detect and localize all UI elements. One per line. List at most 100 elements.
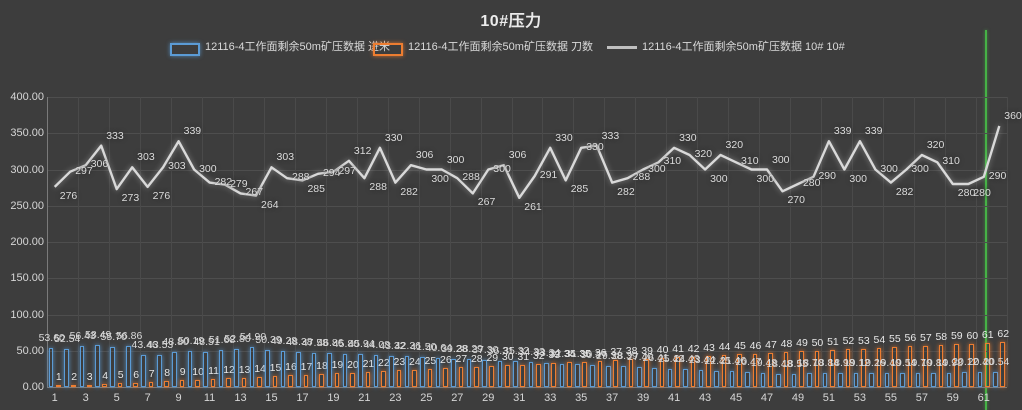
orange-bar <box>706 355 711 387</box>
blue-bar <box>296 351 301 387</box>
orange-bar <box>721 355 727 387</box>
blue-bar <box>574 364 580 387</box>
blue-bar <box>358 353 363 387</box>
blue-bar <box>373 355 379 387</box>
pressure-line-label: 300 <box>880 162 898 175</box>
blue-bar-label: 25.42 <box>657 352 685 365</box>
pressure-line-label: 273 <box>121 192 140 205</box>
legend-label-pressure-line: 12116-4工作面剩余50m矿压数据 10# 10# <box>642 41 845 53</box>
pressure-line-label: 276 <box>59 189 78 202</box>
blue-bar <box>652 367 657 387</box>
blue-bar-label: 47.58 <box>301 336 329 349</box>
v-gridline <box>139 97 141 387</box>
v-gridline <box>294 97 296 387</box>
orange-bar <box>783 352 789 387</box>
orange-bar <box>597 360 603 387</box>
legend-item-daoshu[interactable]: 12116-4工作面剩余50m矿压数据 刀数 <box>373 41 623 56</box>
blue-bar-label: 39.28 <box>441 342 468 355</box>
pressure-line-label: 297 <box>75 164 93 177</box>
orange-bar-label: 25 <box>424 354 437 367</box>
pressure-line-label: 280 <box>957 187 976 199</box>
x-axis-tick-label: 31 <box>513 392 526 404</box>
legend-swatch-line-icon <box>607 46 637 49</box>
blue-bar-label: 53.60 <box>38 332 65 345</box>
orange-bar-label: 4 <box>102 370 109 383</box>
pressure-line-label: 267 <box>245 186 264 199</box>
blue-bar-label: 32.35 <box>549 347 576 360</box>
orange-bar-label: 5 <box>117 369 124 382</box>
blue-bar-label: 18.84 <box>812 357 840 370</box>
orange-bar <box>396 370 402 387</box>
orange-bar-label: 48 <box>780 338 793 351</box>
blue-bar-label: 26.41 <box>642 351 669 364</box>
x-axis-tick-label: 5 <box>113 392 120 404</box>
blue-bar <box>605 365 611 387</box>
orange-bar-label: 14 <box>254 362 266 375</box>
blue-bar-label: 50.19 <box>177 334 205 347</box>
orange-bar-label: 43 <box>703 341 715 354</box>
v-gridline <box>945 97 947 387</box>
blue-bar <box>915 372 921 387</box>
blue-bar-label: 29.38 <box>596 349 623 362</box>
x-axis-tick-label: 17 <box>296 392 309 404</box>
orange-bar-label: 50 <box>811 336 824 349</box>
orange-bar-label: 27 <box>455 353 468 366</box>
orange-bar-label: 51 <box>827 336 839 349</box>
orange-bar-label: 42 <box>687 342 700 355</box>
orange-bar <box>628 359 634 387</box>
orange-bar <box>799 351 804 387</box>
y-axis-tick-label: 150.00 <box>10 272 44 285</box>
blue-bar-label: 34.33 <box>518 346 545 359</box>
v-gridline <box>883 97 885 387</box>
orange-bar-label: 38 <box>625 345 638 358</box>
orange-bar-label: 45 <box>734 340 746 353</box>
orange-bar-label: 57 <box>919 331 932 344</box>
pressure-line-label: 330 <box>384 131 403 144</box>
blue-bar-label: 40.64 <box>425 341 452 354</box>
x-axis-tick-label: 15 <box>265 392 278 404</box>
orange-bar-label: 13 <box>238 363 251 376</box>
orange-bar-label: 16 <box>285 361 297 374</box>
orange-bar-label: 61 <box>981 328 994 341</box>
orange-bar <box>752 353 758 387</box>
blue-bar-label: 49.28 <box>270 335 298 348</box>
x-axis-tick-label: 25 <box>420 392 433 404</box>
blue-bar-label: 20.40 <box>967 356 994 369</box>
blue-bar-label: 18.48 <box>766 357 793 370</box>
orange-bar <box>984 342 990 387</box>
blue-bar-label: 19.26 <box>859 357 886 370</box>
v-gridline <box>604 97 606 387</box>
blue-bar-label: 19.70 <box>905 356 932 369</box>
blue-bar <box>435 357 441 387</box>
v-gridline <box>511 97 513 387</box>
blue-bar <box>249 347 255 387</box>
blue-bar <box>884 372 890 387</box>
blue-bar <box>141 355 147 387</box>
orange-bar-label: 60 <box>966 329 979 342</box>
orange-bar-label: 37 <box>610 346 622 359</box>
pressure-line-label: 300 <box>849 172 867 185</box>
orange-bar-label: 20 <box>347 358 359 371</box>
legend-item-pressure-line[interactable]: 12116-4工作面剩余50m矿压数据 10# 10# <box>607 41 907 54</box>
v-gridline <box>573 97 575 387</box>
x-axis-tick-label: 33 <box>544 392 557 404</box>
pressure-line-label: 300 <box>199 162 217 175</box>
x-axis-tick-label: 13 <box>234 392 247 404</box>
x-axis-tick-label: 19 <box>327 392 340 404</box>
blue-bar <box>544 362 549 387</box>
blue-bar <box>729 371 735 387</box>
v-gridline <box>77 97 79 387</box>
orange-bar-label: 31 <box>517 350 530 363</box>
blue-bar-label: 20.12 <box>952 356 979 369</box>
legend-item-jinmi[interactable]: 12116-4工作面剩余50m矿压数据 进米 <box>170 41 420 56</box>
blue-bar <box>776 373 781 387</box>
blue-bar-label: 30.37 <box>580 348 607 361</box>
blue-bar-label: 18.70 <box>797 357 824 370</box>
pressure-line-label: 290 <box>818 169 836 182</box>
orange-bar <box>907 346 913 387</box>
x-axis-tick-label: 45 <box>729 392 743 404</box>
orange-bar <box>892 347 897 387</box>
chart-title[interactable]: 10#压力 <box>480 13 542 30</box>
orange-bar-label: 3 <box>86 370 93 383</box>
